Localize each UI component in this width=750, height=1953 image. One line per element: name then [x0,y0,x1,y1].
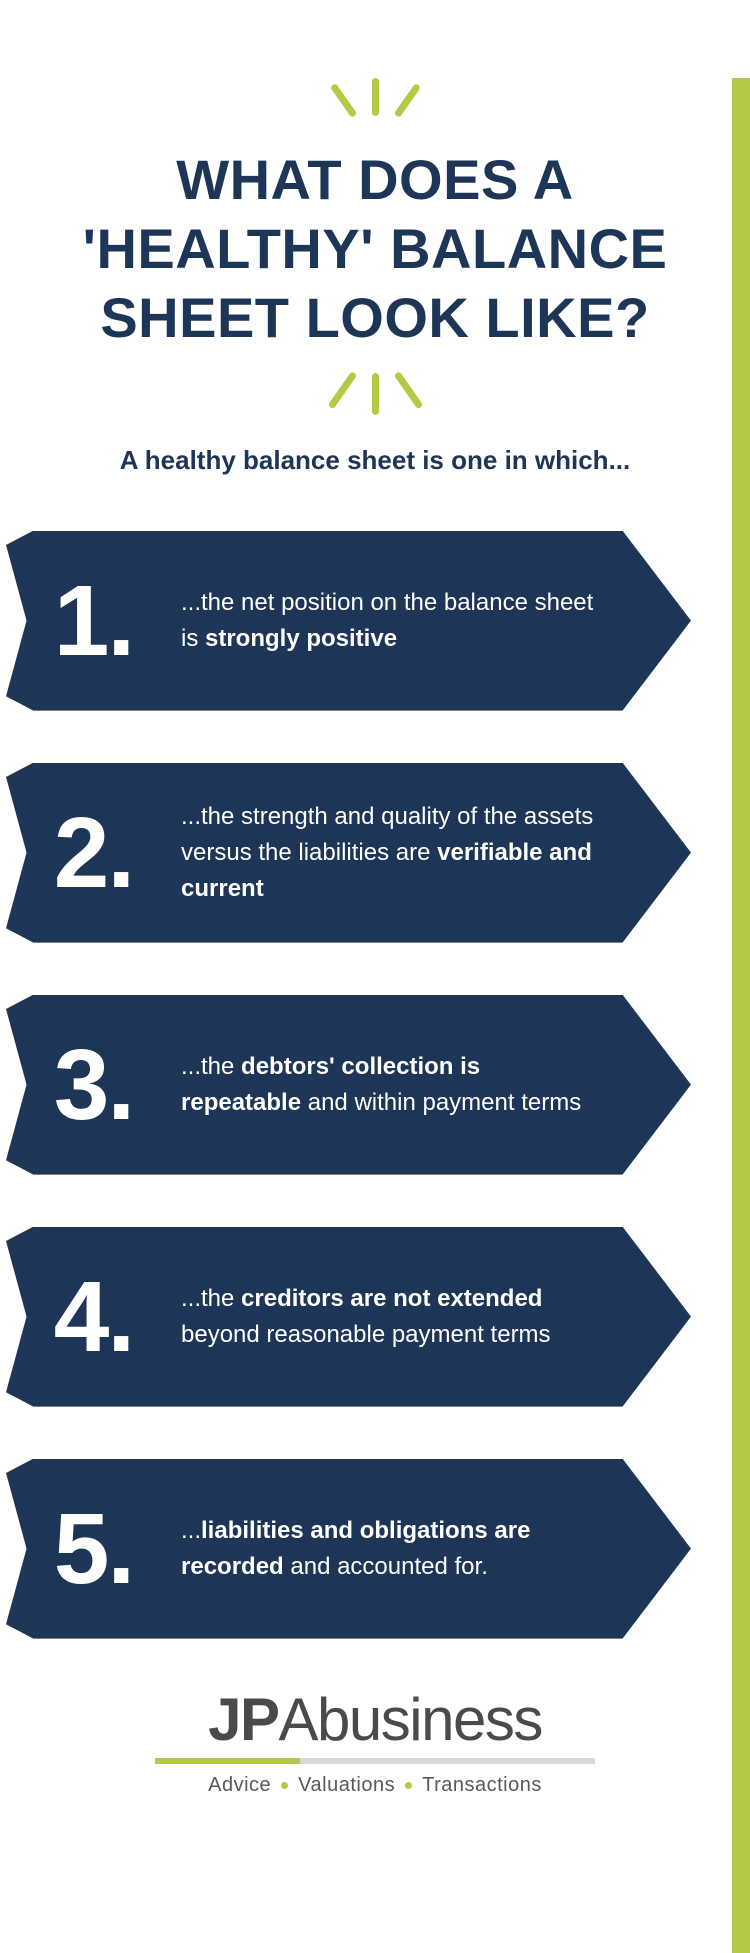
logo-underline [155,1758,595,1764]
arrow-item: 1....the net position on the balance she… [6,531,691,711]
arrow-number: 3. [6,1035,181,1135]
subtitle: A healthy balance sheet is one in which.… [0,445,750,476]
arrow-text: ...the creditors are not extended beyond… [181,1281,601,1353]
arrow-text: ...the strength and quality of the asset… [181,799,601,907]
arrow-text: ...the net position on the balance sheet… [181,585,601,657]
arrow-text: ...the debtors' collection is repeatable… [181,1049,601,1121]
logo-part1: JP [208,1686,278,1753]
burst-bottom-icon [0,373,750,415]
arrow-number: 1. [6,571,181,671]
logo-underline-right [300,1758,595,1764]
arrow-text: ...liabilities and obligations are recor… [181,1513,601,1585]
logo-part3: business [317,1686,542,1753]
arrow-number: 4. [6,1267,181,1367]
logo-text: JPAbusiness [0,1685,750,1754]
tagline-word: Transactions [422,1774,542,1797]
arrow-item: 2....the strength and quality of the ass… [6,763,691,943]
logo-tagline: Advice Valuations Transactions [0,1774,750,1797]
tagline-word: Advice [208,1774,271,1797]
arrow-item: 4....the creditors are not extended beyo… [6,1227,691,1407]
arrow-number: 2. [6,803,181,903]
arrow-item: 5....liabilities and obligations are rec… [6,1459,691,1639]
main-title: WHAT DOES A 'HEALTHY' BALANCE SHEET LOOK… [0,146,750,353]
tagline-dot-icon [281,1782,288,1789]
footer-logo-block: JPAbusiness Advice Valuations Transactions [0,1685,750,1797]
tagline-word: Valuations [298,1774,395,1797]
arrow-list: 1....the net position on the balance she… [0,531,750,1639]
logo-part2: A [279,1686,318,1753]
tagline-dot-icon [405,1782,412,1789]
logo-underline-left [155,1758,300,1764]
right-accent-bar [732,78,750,1953]
arrow-number: 5. [6,1499,181,1599]
arrow-item: 3....the debtors' collection is repeatab… [6,995,691,1175]
burst-top-icon [0,78,750,116]
